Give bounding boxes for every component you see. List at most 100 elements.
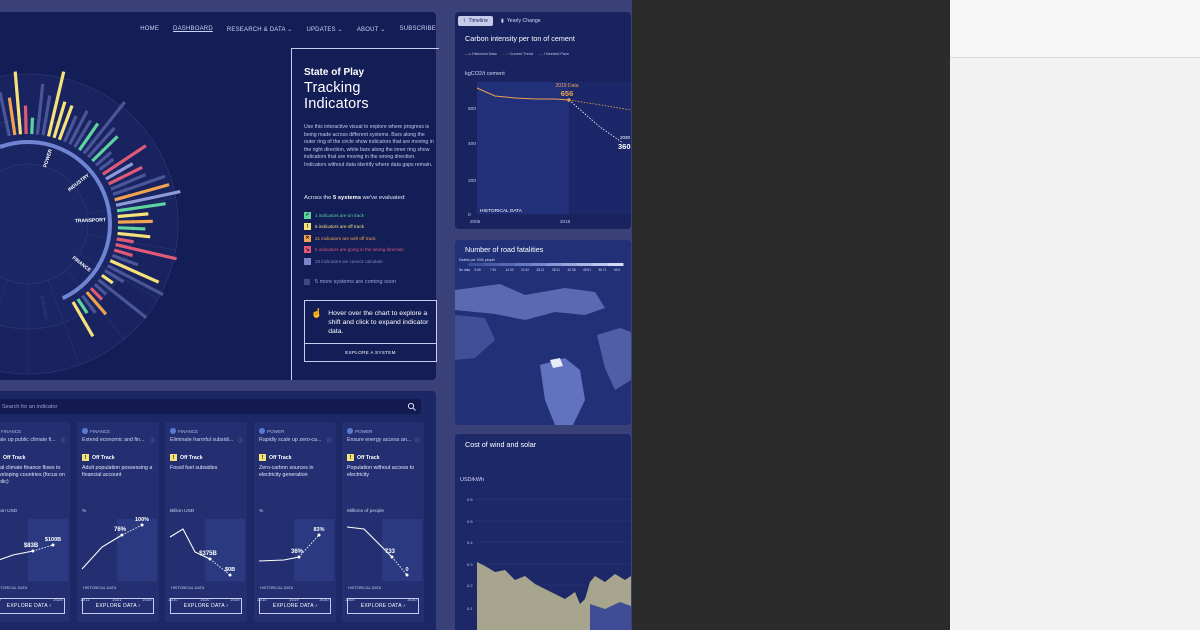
indicator-bar[interactable] [30, 117, 35, 135]
indicator-bar[interactable] [117, 212, 149, 219]
indicator-bar[interactable] [109, 259, 160, 284]
indicator-bar[interactable] [68, 109, 89, 145]
explore-data-button[interactable]: EXPLORE DATA › [259, 598, 331, 614]
nav-subscribe[interactable]: SUBSCRIBE [399, 26, 436, 32]
dark-side-panel [632, 0, 950, 630]
status-swatch-icon: ! [304, 223, 311, 231]
indicator-bar[interactable] [97, 278, 148, 319]
card-status: !Off Track [82, 454, 115, 461]
search-icon[interactable] [407, 402, 417, 412]
info-icon[interactable]: ⓘ [60, 438, 66, 444]
nav-dashboard[interactable]: DASHBOARD [173, 26, 213, 32]
indicator-bar[interactable] [117, 226, 146, 231]
indicator-bar[interactable] [95, 150, 113, 167]
indicator-card[interactable]: FINANCE Eliminate harmful subsidi... ⓘ! Off… [165, 422, 247, 622]
explore-system-button[interactable]: EXPLORE A SYSTEM [305, 343, 436, 361]
road-fatality-map[interactable]: Deaths per 100k people No data 5.60 7.51 14.… [455, 240, 631, 425]
indicator-bar[interactable] [89, 287, 104, 301]
indicator-bar[interactable] [87, 126, 116, 159]
map-region-highlight[interactable] [550, 358, 563, 368]
indicator-bar[interactable] [100, 274, 114, 285]
info-icon[interactable]: ⓘ [326, 438, 332, 444]
info-icon[interactable]: ⓘ [237, 438, 243, 444]
indicator-bar[interactable] [85, 291, 108, 316]
search-input[interactable] [2, 403, 407, 410]
search-bar[interactable] [0, 399, 421, 414]
indicator-bar[interactable] [111, 253, 139, 267]
indicator-bar[interactable] [82, 100, 126, 155]
indicator-bar[interactable] [23, 105, 28, 135]
nav-home[interactable]: HOME [140, 26, 160, 32]
nav-about[interactable]: ABOUT ⌄ [357, 26, 386, 33]
indicator-bar[interactable] [117, 219, 153, 224]
indicator-bar[interactable] [52, 101, 67, 139]
map-region-south-america[interactable] [540, 358, 585, 425]
indicator-bar[interactable] [117, 231, 151, 239]
nav-updates[interactable]: UPDATES ⌄ [306, 26, 342, 33]
explore-data-button[interactable]: EXPLORE DATA › [82, 598, 154, 614]
indicator-bar[interactable] [73, 119, 93, 148]
indicator-bar[interactable] [63, 115, 78, 143]
indicator-bar[interactable] [104, 269, 125, 284]
map-region-west[interactable] [455, 315, 495, 360]
indicator-bar[interactable] [7, 97, 17, 136]
info-box: State of Play Tracking Indicators Use th… [291, 48, 439, 380]
map-region-europe[interactable] [597, 328, 631, 390]
indicator-bar[interactable] [0, 92, 11, 137]
indicator-bar[interactable] [71, 301, 95, 338]
indicator-bar[interactable] [46, 71, 66, 137]
indicator-card[interactable]: FINANCE Extend economic and fin... ⓘ! Off T… [77, 422, 159, 622]
indicator-wheel[interactable]: BUILDINGSAGRICULTUREFOODLANDCOALBIOMASSP… [0, 12, 290, 380]
cement-y-tick: 0 [468, 212, 471, 218]
card-value-label: 76% [114, 527, 127, 533]
indicator-bar[interactable] [114, 183, 170, 202]
card-indicator: Zero-carbon sources in electricity gener… [259, 465, 314, 478]
indicator-bar[interactable] [13, 71, 23, 135]
indicator-bar[interactable] [116, 237, 134, 244]
indicator-card[interactable]: POWER Rapidly scale up zero-ca... ⓘ! Off Tr… [254, 422, 336, 622]
indicator-card[interactable]: POWER Ensure energy access an... ⓘ! Off Tra… [342, 422, 424, 622]
road-scale-tick: 5.60 [475, 268, 481, 272]
tab-yearly-change[interactable]: ▮ Yearly Change [496, 16, 546, 26]
indicator-bar[interactable] [116, 202, 166, 213]
explore-data-button[interactable]: EXPLORE DATA › [170, 598, 242, 614]
road-fatalities-panel: Number of road fatalities Deaths per 100… [455, 240, 631, 425]
indicator-bar[interactable] [107, 165, 143, 186]
indicator-card[interactable]: FINANCE Scale up public climate fi... ⓘ !Of… [0, 422, 70, 622]
nav-research-label: RESEARCH & DATA [226, 27, 286, 33]
indicator-bar[interactable] [93, 283, 108, 296]
indicator-bar[interactable] [105, 162, 134, 181]
indicator-bar[interactable] [98, 157, 115, 171]
indicator-bar[interactable] [110, 173, 147, 191]
wind-solar-chart[interactable]: USD/kWh 0.6 0.5 0.4 0.3 0.2 0.1 [455, 434, 631, 630]
nav-research[interactable]: RESEARCH & DATA ⌄ [227, 26, 293, 33]
indicator-bar[interactable] [115, 242, 177, 261]
coming-label: 5 more systems are coming soon [315, 279, 397, 286]
indicator-bar[interactable] [107, 264, 164, 297]
card-category-label: POWER [267, 428, 285, 434]
indicator-bar[interactable] [102, 144, 147, 176]
indicator-bar[interactable] [41, 95, 52, 136]
indicator-bar[interactable] [81, 294, 97, 314]
solar-cost-area[interactable] [590, 602, 631, 630]
indicator-bar[interactable] [112, 174, 166, 196]
indicator-bar[interactable] [57, 105, 74, 141]
cursor-sparkle-icon: ☝ [311, 308, 323, 319]
indicator-bar[interactable] [115, 190, 181, 207]
indicator-bar[interactable] [76, 298, 89, 315]
map-region-north[interactable] [455, 284, 605, 320]
explore-data-button[interactable]: EXPLORE DATA › [0, 598, 65, 614]
indicator-bar[interactable] [78, 122, 100, 152]
tab-timeline[interactable]: ⌇ Timeline [458, 16, 493, 26]
indicator-bar[interactable] [113, 248, 134, 258]
indicator-bar[interactable] [35, 83, 45, 135]
indicator-bar[interactable] [91, 135, 119, 163]
info-icon[interactable]: ⓘ [414, 438, 420, 444]
systems-summary: Across the 5 systems we've evaluated: [304, 195, 427, 201]
category-globe-icon [259, 428, 265, 434]
card-indicator: Total climate finance flows to developin… [0, 465, 65, 485]
explore-data-button[interactable]: EXPLORE DATA › [347, 598, 419, 614]
info-icon[interactable]: ⓘ [149, 438, 155, 444]
wind-y-tick: 0.5 [467, 519, 473, 524]
